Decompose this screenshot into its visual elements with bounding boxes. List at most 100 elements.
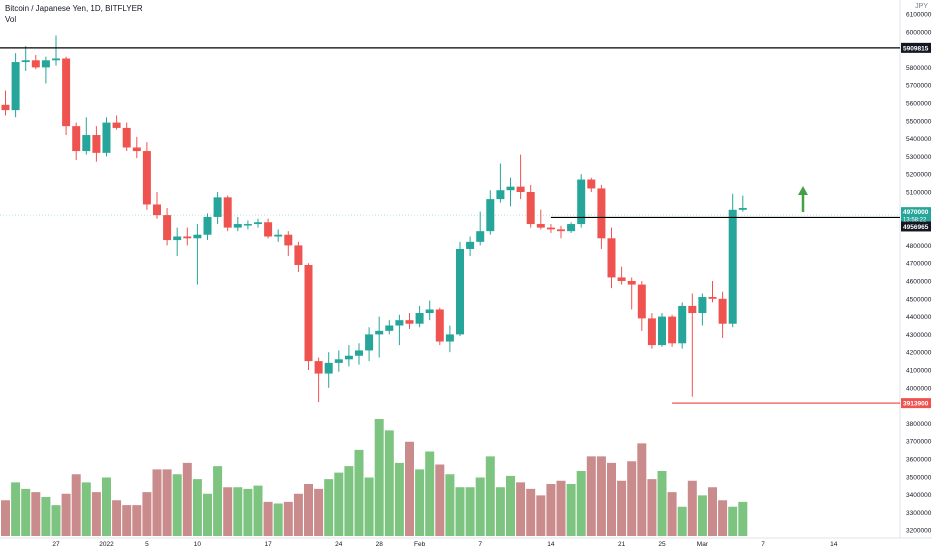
candle-body bbox=[405, 320, 414, 324]
x-tick-label: 28 bbox=[376, 541, 384, 548]
volume-bar bbox=[263, 501, 273, 536]
volume-bar bbox=[506, 475, 515, 536]
y-tick-label: 4800000 bbox=[906, 243, 932, 250]
y-tick-label: 6100000 bbox=[906, 12, 932, 19]
volume-bar bbox=[344, 466, 354, 536]
volume-bar bbox=[122, 505, 132, 536]
volume-bar bbox=[607, 462, 616, 536]
y-tick-label: 4400000 bbox=[906, 314, 932, 321]
x-tick-label: 24 bbox=[335, 541, 343, 548]
volume-bar bbox=[334, 472, 344, 536]
candle-body bbox=[193, 234, 202, 239]
candle-body bbox=[698, 297, 707, 314]
volume-bar bbox=[465, 487, 475, 536]
candle-body bbox=[496, 190, 505, 200]
x-tick-label: Mar bbox=[697, 541, 709, 548]
volume-bar bbox=[51, 505, 61, 536]
y-tick-label: 4500000 bbox=[906, 296, 932, 303]
candle-body bbox=[314, 361, 323, 374]
volume-bar bbox=[425, 451, 435, 536]
y-tick-label: 4600000 bbox=[906, 279, 932, 286]
candle-body bbox=[52, 58, 60, 61]
volume-bar bbox=[172, 474, 182, 536]
candle-body bbox=[557, 229, 565, 232]
candle-body bbox=[183, 236, 192, 239]
y-tick-label: 5100000 bbox=[906, 190, 932, 197]
volume-bar bbox=[697, 495, 707, 536]
candle-body bbox=[395, 320, 404, 326]
candle-body bbox=[456, 248, 464, 335]
y-tick-label: 5300000 bbox=[906, 154, 932, 161]
volume-bar bbox=[112, 500, 122, 536]
candle-body bbox=[435, 309, 444, 342]
volume-bar bbox=[91, 492, 101, 536]
volume-bar bbox=[708, 487, 717, 536]
volume-bar bbox=[223, 487, 233, 536]
current-price-label: 4970000 bbox=[903, 209, 929, 216]
volume-bar bbox=[374, 419, 384, 536]
y-tick-label: 5200000 bbox=[906, 172, 932, 179]
candle-body bbox=[274, 234, 283, 237]
volume-bar bbox=[162, 469, 172, 536]
volume-bar bbox=[657, 471, 667, 536]
candle-body bbox=[536, 224, 545, 228]
candle-body bbox=[102, 122, 111, 153]
volume-bar bbox=[71, 474, 81, 536]
volume-bar bbox=[394, 462, 404, 536]
candle-body bbox=[587, 179, 596, 189]
volume-bar bbox=[1, 500, 10, 536]
candle-body bbox=[728, 209, 737, 324]
candle-body bbox=[112, 122, 121, 128]
candle-body bbox=[415, 313, 424, 324]
candle-body bbox=[476, 231, 485, 242]
volume-bar bbox=[576, 471, 586, 536]
prev-price-label: 4956965 bbox=[903, 224, 929, 231]
candle-body bbox=[142, 151, 151, 205]
y-tick-label: 3400000 bbox=[906, 492, 932, 499]
countdown-label: 13:58:22 bbox=[903, 218, 927, 224]
candle-body bbox=[668, 316, 677, 344]
y-tick-label: 3800000 bbox=[906, 421, 932, 428]
candle-body bbox=[223, 197, 232, 228]
volume-bar bbox=[233, 487, 243, 536]
x-tick-label: 10 bbox=[194, 541, 202, 548]
candle-body bbox=[82, 135, 91, 152]
up-arrow-icon bbox=[798, 186, 808, 195]
volume-bar bbox=[475, 477, 485, 536]
chart-legend: Bitcoin / Japanese Yen, 1D, BITFLYER Vol bbox=[5, 3, 143, 25]
volume-bar bbox=[667, 492, 677, 536]
volume-bar bbox=[203, 493, 212, 536]
symbol-title[interactable]: Bitcoin / Japanese Yen, 1D, BITFLYER bbox=[5, 4, 143, 13]
candle-body bbox=[203, 216, 212, 235]
volume-bar bbox=[273, 503, 283, 536]
volume-bar bbox=[586, 456, 596, 536]
volume-label[interactable]: Vol bbox=[5, 15, 17, 24]
candle-body bbox=[334, 359, 343, 363]
candle-body bbox=[132, 147, 141, 152]
candle-body bbox=[627, 281, 636, 285]
candle-body bbox=[324, 362, 333, 374]
candle-body bbox=[254, 222, 262, 225]
candle-body bbox=[445, 334, 454, 342]
volume-bar bbox=[485, 456, 495, 536]
candle-body bbox=[647, 318, 656, 346]
x-tick-label: 21 bbox=[618, 541, 626, 548]
candle-body bbox=[233, 224, 242, 228]
candle-body bbox=[506, 186, 515, 191]
y-tick-label: 3300000 bbox=[906, 510, 932, 517]
x-tick-label: 27 bbox=[52, 541, 60, 548]
volume-bar bbox=[677, 506, 687, 536]
y-tick-label: 5600000 bbox=[906, 101, 932, 108]
candle-body bbox=[577, 179, 586, 225]
candle-body bbox=[355, 350, 363, 356]
y-tick-label: 5500000 bbox=[906, 118, 932, 125]
x-tick-label: 2022 bbox=[99, 541, 114, 548]
candle-body bbox=[516, 186, 525, 192]
candle-body bbox=[567, 224, 576, 232]
volume-bar bbox=[364, 477, 374, 536]
candle-body bbox=[41, 60, 50, 68]
volume-bar bbox=[728, 506, 738, 536]
candle-body bbox=[21, 60, 30, 63]
